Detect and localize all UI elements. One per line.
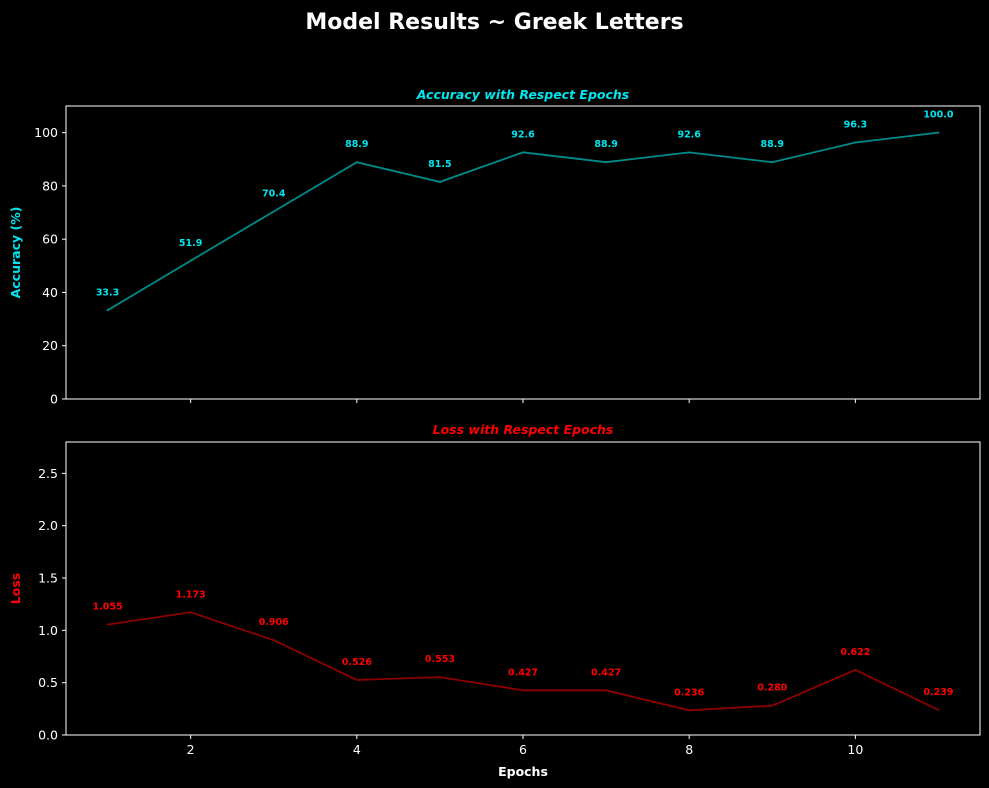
data-label: 0.239 [923, 687, 953, 698]
data-label: 92.6 [511, 129, 535, 140]
data-label: 88.9 [345, 139, 368, 150]
data-point [438, 676, 441, 679]
data-point [854, 668, 857, 671]
data-point [854, 141, 857, 144]
data-label: 33.3 [96, 287, 119, 298]
data-point [522, 151, 524, 154]
data-label: 88.9 [761, 139, 784, 150]
y-tick-label: 100 [34, 125, 58, 140]
data-label: 0.427 [591, 667, 621, 678]
data-label: 0.622 [840, 647, 870, 658]
series-line [107, 611, 939, 712]
x-tick-label: 4 [353, 742, 361, 757]
y-axis-label: Loss [8, 573, 23, 604]
y-tick-label: 60 [42, 232, 58, 247]
data-point [937, 131, 940, 134]
data-point [438, 180, 441, 183]
data-point [605, 689, 608, 692]
y-axis-label: Accuracy (%) [8, 207, 23, 299]
data-point [522, 689, 524, 692]
data-point [605, 161, 608, 164]
data-label: 51.9 [179, 238, 202, 249]
series-line [107, 131, 939, 312]
y-tick-label: 0 [50, 392, 58, 407]
data-label: 88.9 [594, 139, 617, 150]
y-tick-label: 20 [42, 338, 58, 353]
y-tick-label: 1.5 [38, 571, 58, 586]
x-tick-label: 10 [847, 742, 863, 757]
data-label: 1.055 [93, 602, 123, 613]
data-point [688, 151, 691, 154]
y-tick-label: 0.5 [38, 675, 58, 690]
data-point [106, 623, 109, 626]
data-label: 1.173 [176, 589, 206, 600]
data-label: 100.0 [923, 110, 953, 121]
data-point [937, 708, 940, 711]
figure-title: Model Results ~ Greek Letters [305, 10, 683, 35]
y-tick-label: 0.0 [38, 728, 58, 743]
data-point [771, 704, 774, 707]
data-point [355, 678, 358, 681]
y-tick-label: 2.0 [38, 518, 58, 533]
accuracy-panel: Accuracy with Respect Epochs 0 20 40 60 80 100… [8, 87, 981, 407]
data-point [189, 259, 192, 262]
data-point [189, 611, 192, 614]
data-label: 0.526 [342, 657, 372, 668]
data-label: 0.236 [674, 687, 704, 698]
y-tick-label: 40 [42, 285, 58, 300]
data-point [771, 161, 774, 164]
data-point [272, 210, 275, 213]
data-label: 70.4 [262, 188, 286, 199]
axes-title: Loss with Respect Epochs [433, 422, 614, 437]
x-tick-label: 8 [685, 742, 693, 757]
data-label: 92.6 [677, 129, 701, 140]
x-axis-label: Epochs [498, 764, 548, 779]
data-label: 0.906 [259, 617, 289, 628]
axes-title: Accuracy with Respect Epochs [416, 87, 629, 102]
data-label: 0.553 [425, 654, 455, 665]
data-label: 0.427 [508, 667, 538, 678]
loss-panel: Loss with Respect Epochs 0.0 0.5 1.0 1.5 2.0 2… [8, 422, 981, 779]
y-tick-label: 2.5 [38, 466, 58, 481]
data-label: 96.3 [844, 119, 867, 130]
y-tick-label: 80 [42, 178, 58, 193]
data-point [355, 161, 358, 164]
data-label: 81.5 [428, 159, 451, 170]
y-tick-label: 1.0 [38, 623, 58, 638]
data-point [688, 709, 691, 712]
x-tick-label: 2 [187, 742, 195, 757]
data-label: 0.280 [757, 683, 787, 694]
data-point [106, 309, 109, 312]
data-point [272, 639, 275, 642]
x-tick-label: 6 [519, 742, 527, 757]
